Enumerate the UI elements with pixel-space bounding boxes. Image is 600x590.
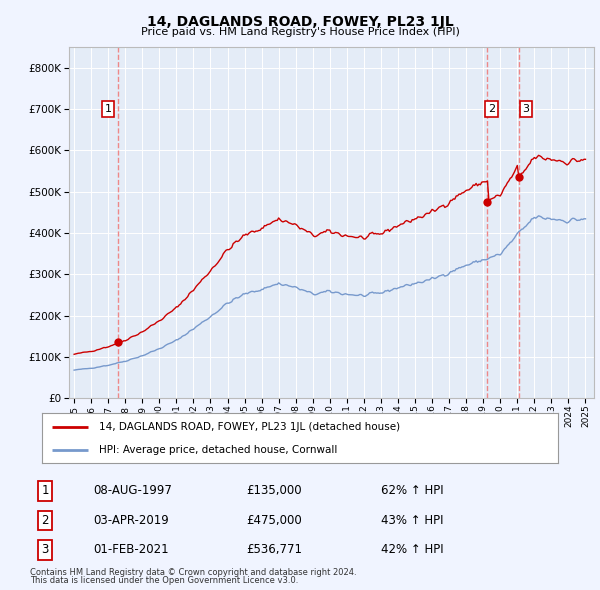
Text: 1: 1 [105, 104, 112, 114]
Text: Price paid vs. HM Land Registry's House Price Index (HPI): Price paid vs. HM Land Registry's House … [140, 27, 460, 37]
Text: £536,771: £536,771 [246, 543, 302, 556]
Text: 03-APR-2019: 03-APR-2019 [93, 514, 169, 527]
Text: 14, DAGLANDS ROAD, FOWEY, PL23 1JL: 14, DAGLANDS ROAD, FOWEY, PL23 1JL [146, 15, 454, 29]
Text: 62% ↑ HPI: 62% ↑ HPI [381, 484, 443, 497]
Text: 1: 1 [41, 484, 49, 497]
Text: This data is licensed under the Open Government Licence v3.0.: This data is licensed under the Open Gov… [30, 576, 298, 585]
Text: 2: 2 [41, 514, 49, 527]
Text: 2: 2 [488, 104, 495, 114]
Text: 43% ↑ HPI: 43% ↑ HPI [381, 514, 443, 527]
Text: £475,000: £475,000 [246, 514, 302, 527]
Text: Contains HM Land Registry data © Crown copyright and database right 2024.: Contains HM Land Registry data © Crown c… [30, 568, 356, 577]
Text: £135,000: £135,000 [246, 484, 302, 497]
Text: HPI: Average price, detached house, Cornwall: HPI: Average price, detached house, Corn… [99, 445, 337, 455]
Text: 3: 3 [523, 104, 529, 114]
Text: 14, DAGLANDS ROAD, FOWEY, PL23 1JL (detached house): 14, DAGLANDS ROAD, FOWEY, PL23 1JL (deta… [99, 421, 400, 431]
Text: 08-AUG-1997: 08-AUG-1997 [93, 484, 172, 497]
Text: 42% ↑ HPI: 42% ↑ HPI [381, 543, 443, 556]
Text: 01-FEB-2021: 01-FEB-2021 [93, 543, 169, 556]
Text: 3: 3 [41, 543, 49, 556]
